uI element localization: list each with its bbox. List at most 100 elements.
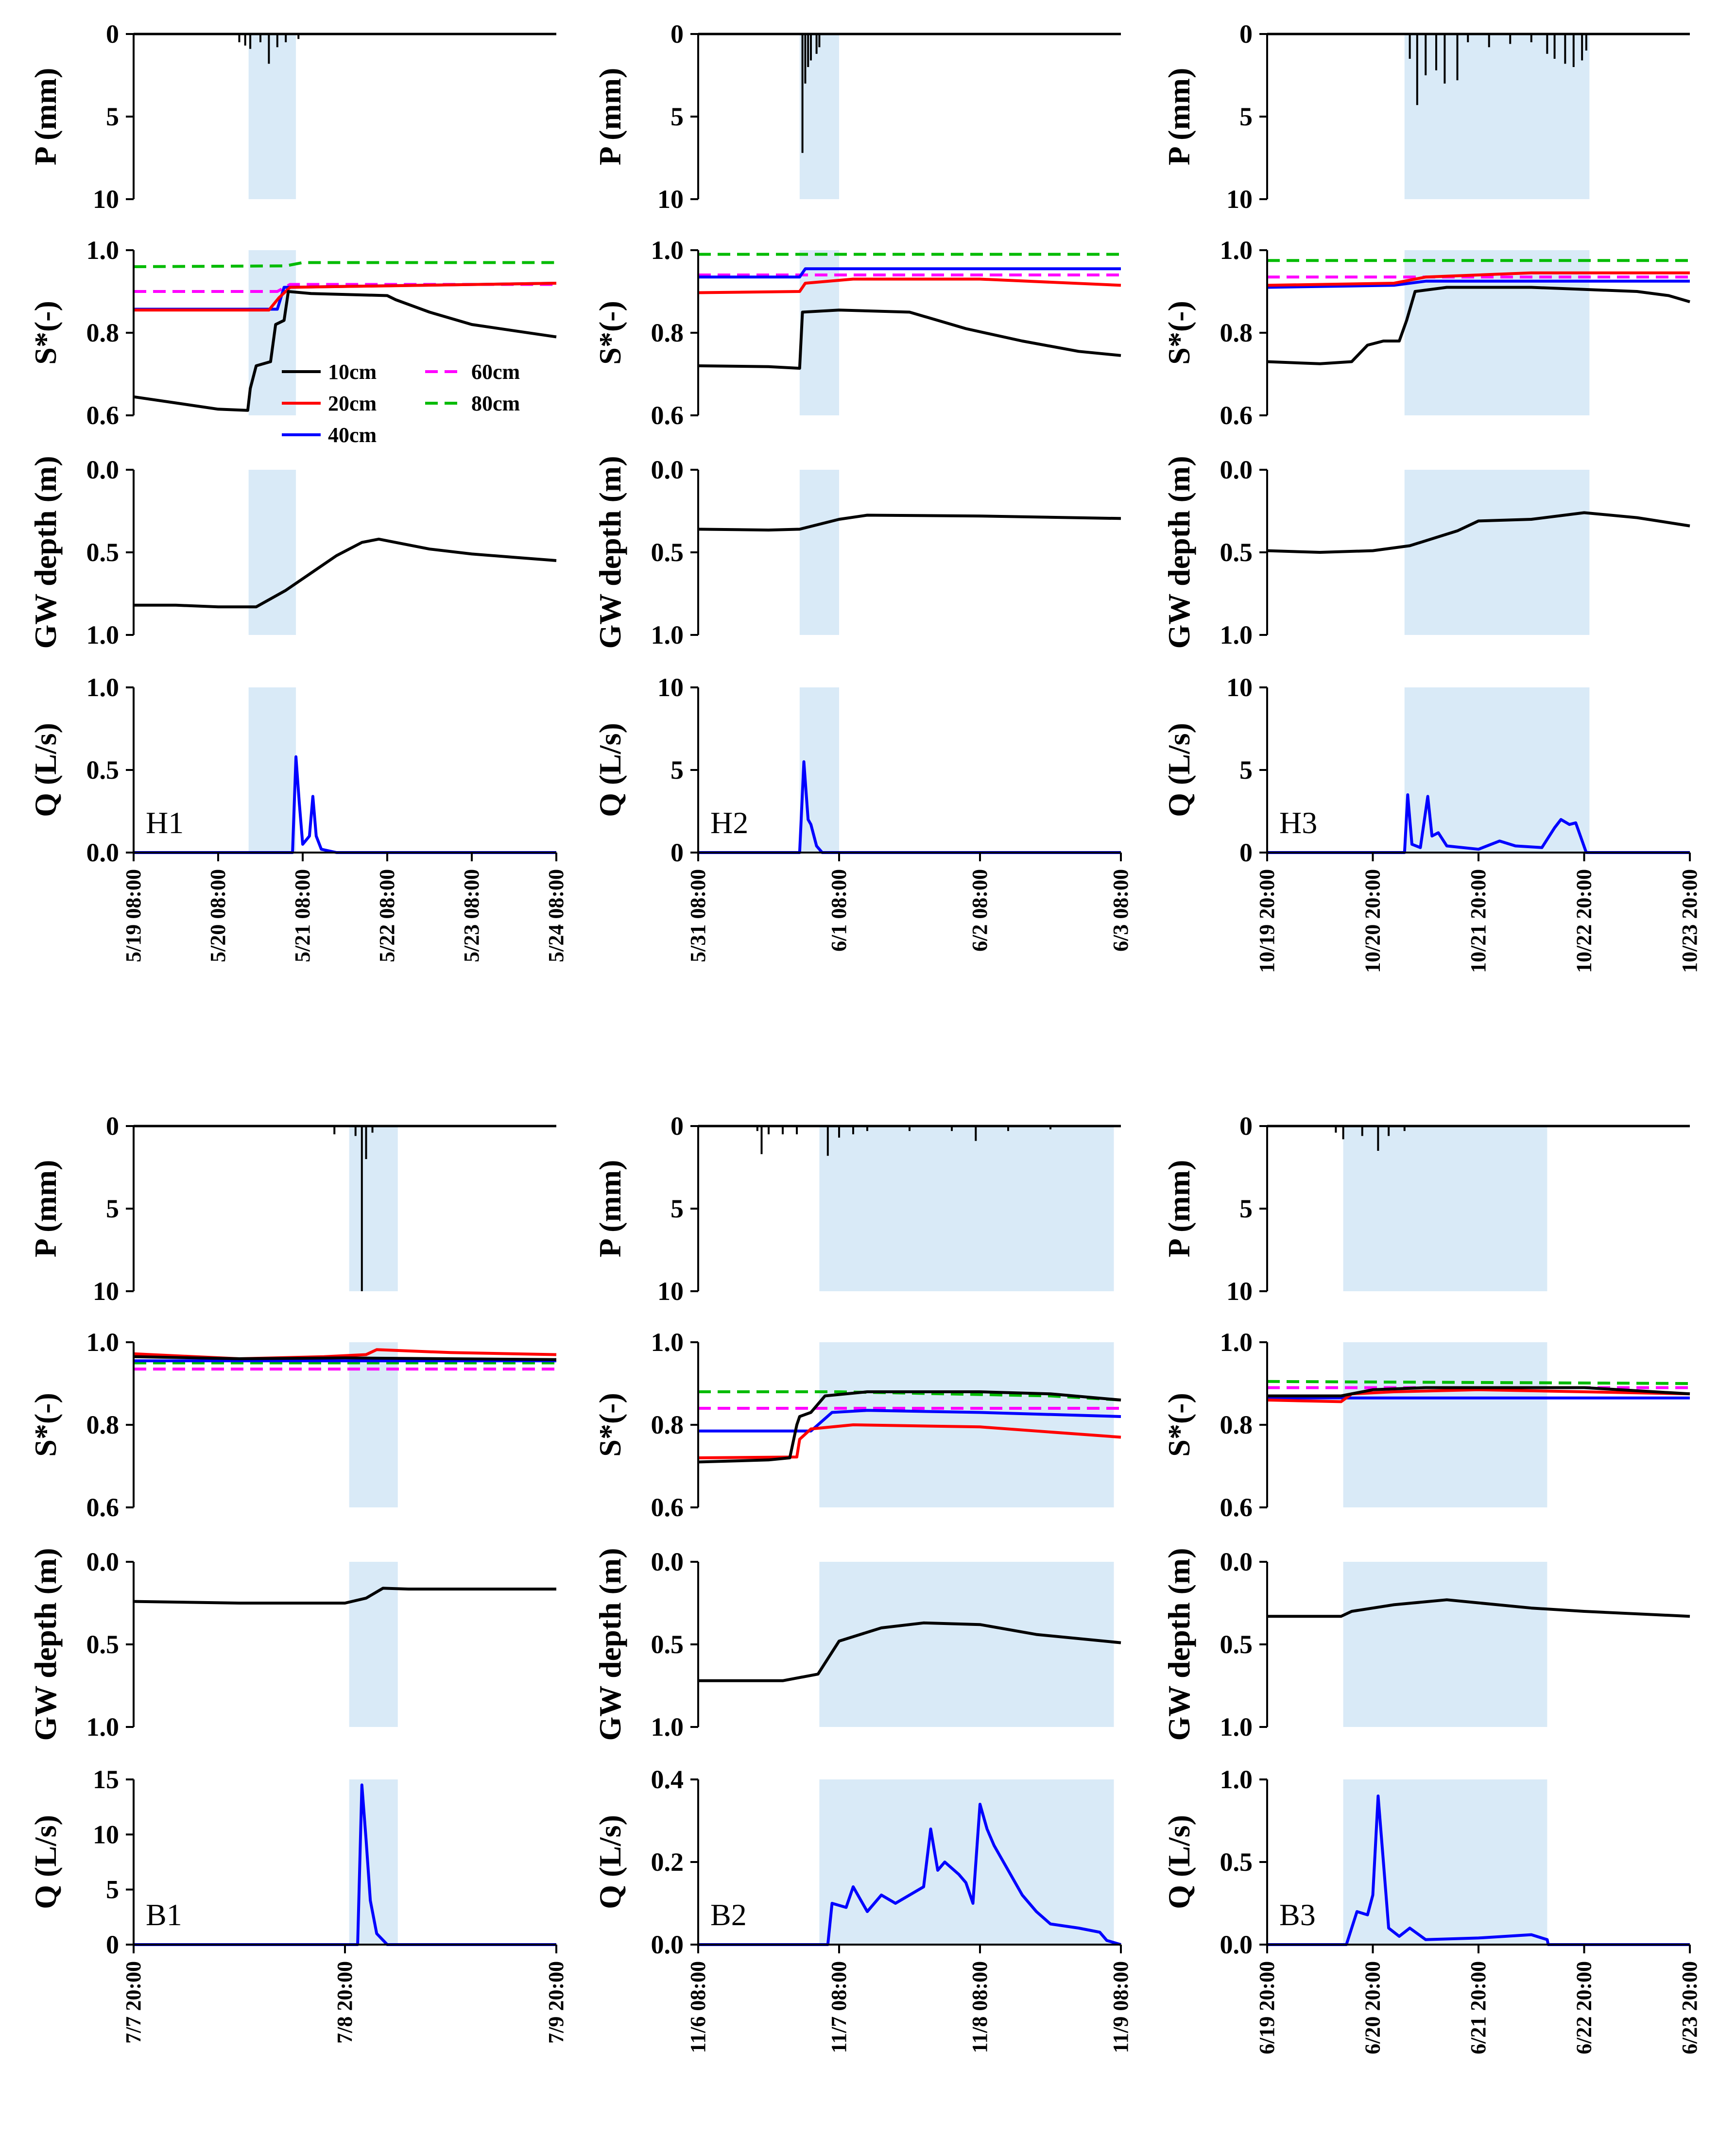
y-tick-label: 5: [670, 102, 684, 131]
y-tick-label: 1.0: [651, 236, 684, 265]
subplot-q: 15 10 5 0 Q (L/s) 7/7 20:00 7/8 20:00 7/9 20:00…: [28, 1765, 568, 2044]
y-tick-label: 0.0: [651, 1547, 684, 1576]
x-tick-label: 5/19 08:00: [121, 869, 145, 962]
event-shade: [1404, 470, 1590, 635]
y-tick-label: 0: [1239, 838, 1253, 867]
y-tick-label: 0.5: [86, 1630, 120, 1659]
y-axis-label: GW depth (m): [28, 456, 63, 649]
subplot-p: 0 5 10 P (mm): [593, 19, 1121, 214]
y-axis-label: GW depth (m): [1162, 456, 1196, 649]
x-tick-label: 11/8 08:00: [968, 1961, 992, 2053]
discharge-line: [1267, 793, 1690, 854]
event-shade: [248, 250, 296, 415]
event-shade: [248, 470, 296, 635]
gw-depth-line: [133, 1587, 556, 1605]
soil-line-40cm: [698, 1409, 1121, 1433]
legend-label: 40cm: [328, 423, 377, 447]
y-tick-label: 5: [106, 102, 119, 131]
soil-line-10cm: [698, 308, 1121, 370]
y-tick-label: 10: [1226, 1277, 1253, 1306]
discharge-line: [1267, 1794, 1690, 1946]
y-axis-label: P (mm): [28, 1160, 63, 1258]
y-tick-label: 0.8: [1220, 1410, 1253, 1439]
x-tick-label: 10/23 20:00: [1678, 869, 1702, 973]
event-shade: [248, 687, 296, 853]
y-axis-label: Q (L/s): [1162, 723, 1196, 817]
gw-depth-line: [698, 513, 1121, 532]
y-tick-label: 5: [1239, 102, 1253, 131]
x-tick-label: 11/9 08:00: [1109, 1961, 1133, 2053]
y-tick-label: 1.0: [1220, 1328, 1253, 1357]
subplot-gw: 0.0 0.5 1.0 GW depth (m): [1162, 1547, 1690, 1742]
soil-line-10cm: [133, 290, 557, 412]
gw-depth-line: [698, 1621, 1121, 1682]
x-tick-label: 10/21 20:00: [1466, 869, 1490, 973]
y-tick-label: 1.0: [1220, 236, 1253, 265]
subplot-q: 10 5 0 Q (L/s) 10/19 20:00 10/20 20:00 10/21 2…: [1162, 673, 1702, 973]
y-tick-label: 0.0: [651, 1930, 684, 1959]
subplot-gw: 0.0 0.5 1.0 GW depth (m): [1162, 455, 1690, 649]
subplot-p: 0 5 10 P (mm): [28, 19, 556, 214]
y-axis-label: S*(-): [1162, 1393, 1196, 1457]
y-axis-label: S*(-): [28, 301, 63, 365]
y-axis-label: P (mm): [28, 68, 63, 166]
event-shade: [1404, 687, 1590, 853]
panel-b1: 0 5 10 P (mm) 1.0 0.8 0.6 S*(-) 0.0 0.5 1.0 GW dept…: [28, 1111, 568, 2044]
site-label: B1: [146, 1897, 182, 1932]
event-shade: [248, 34, 296, 199]
y-tick-label: 0.6: [86, 401, 120, 430]
y-axis-label: GW depth (m): [593, 1548, 627, 1741]
y-tick-label: 1.0: [651, 1328, 684, 1357]
y-tick-label: 1.0: [86, 1328, 120, 1357]
gw-depth-line: [1267, 1598, 1690, 1618]
y-tick-label: 0.5: [1220, 1847, 1253, 1877]
y-tick-label: 1.0: [86, 1712, 120, 1742]
event-shade: [1343, 1562, 1547, 1727]
x-tick-label: 10/20 20:00: [1361, 869, 1385, 973]
panel-h2: 0 5 10 P (mm) 1.0 0.8 0.6 S*(-) 0.0 0.5 1.0 GW dept…: [593, 19, 1133, 962]
y-tick-label: 10: [657, 185, 684, 214]
y-tick-label: 0.0: [86, 455, 120, 484]
soil-line-20cm: [698, 277, 1121, 294]
y-axis-label: P (mm): [1162, 1160, 1196, 1258]
legend: 10cm 20cm 40cm 60cm 80cm: [282, 360, 520, 447]
y-axis-label: S*(-): [1162, 301, 1196, 365]
event-shade: [349, 1562, 398, 1727]
x-tick-label: 11/7 08:00: [827, 1961, 851, 2053]
gw-depth-line: [134, 537, 557, 609]
event-shade: [1343, 1342, 1547, 1507]
subplot-s: 1.0 0.8 0.6 S*(-): [28, 1328, 557, 1522]
legend-label: 60cm: [471, 360, 520, 384]
legend-label: 20cm: [328, 392, 377, 415]
panel-h1: 0 5 10 P (mm) 1.0 0.8 0.6 S*(-) 0.0 0.5 1.0 GW dept…: [28, 19, 568, 962]
y-tick-label: 0.5: [1220, 538, 1253, 567]
y-tick-label: 0: [670, 1111, 684, 1141]
subplot-s: 1.0 0.8 0.6 S*(-): [28, 236, 557, 430]
y-tick-label: 10: [657, 673, 684, 702]
event-shade: [349, 1126, 398, 1291]
x-tick-label: 7/9 20:00: [544, 1961, 568, 2044]
y-tick-label: 0: [106, 1930, 119, 1959]
subplot-p: 0 5 10 P (mm): [593, 1111, 1121, 1306]
y-tick-label: 0.8: [651, 1410, 684, 1439]
event-shade: [819, 1779, 1114, 1945]
x-tick-label: 6/20 20:00: [1361, 1961, 1385, 2054]
event-shade: [799, 687, 839, 853]
subplot-q: 0.4 0.2 0.0 Q (L/s) 11/6 08:00 11/7 08:00 11/8…: [593, 1765, 1133, 2053]
y-tick-label: 5: [1239, 755, 1253, 785]
y-tick-label: 0.5: [651, 538, 684, 567]
panel-b3: 0 5 10 P (mm) 1.0 0.8 0.6 S*(-) 0.0 0.5 1.0 GW dept…: [1162, 1111, 1702, 2054]
subplot-gw: 0.0 0.5 1.0 GW depth (m): [28, 455, 557, 649]
y-tick-label: 0.8: [86, 318, 120, 347]
soil-line-40cm: [698, 267, 1121, 279]
x-tick-label: 5/31 08:00: [686, 869, 710, 962]
y-axis-label: S*(-): [593, 1393, 627, 1457]
event-shade: [819, 1126, 1114, 1291]
y-tick-label: 1.0: [86, 236, 120, 265]
y-tick-label: 5: [670, 755, 684, 785]
y-tick-label: 0.8: [1220, 318, 1253, 347]
y-axis-label: Q (L/s): [28, 723, 63, 817]
x-tick-label: 5/24 08:00: [544, 869, 568, 962]
x-tick-label: 5/23 08:00: [460, 869, 483, 962]
